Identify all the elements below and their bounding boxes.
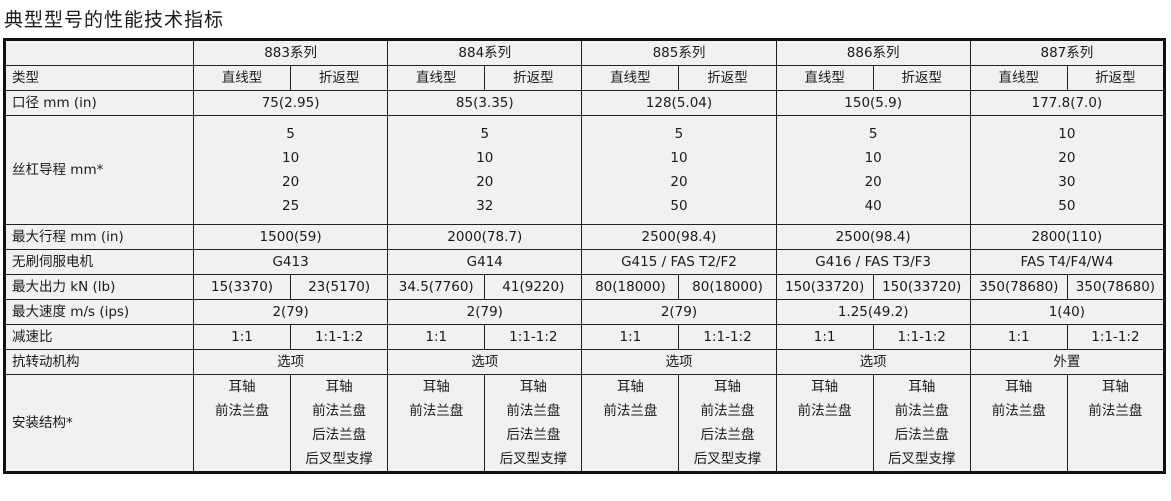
table-cell: 350(78680) [969, 274, 1068, 300]
row-label: 抗转动机构 [4, 349, 194, 375]
table-row: 无刷伺服电机 G413 G414 G415 / FAS T2/F2 G416 / FAS… [4, 249, 1166, 275]
table-cell: 2000(78.7) [387, 224, 583, 250]
table-cell: 5 10 20 32 [387, 115, 583, 225]
table-row: 安装结构* 耳轴 前法兰盘 耳轴 前法兰盘 后法兰盘 后叉型支撑 耳轴 前法兰盘 耳轴 … [4, 374, 1166, 473]
table-cell: 1(40) [969, 299, 1166, 325]
page-title: 典型型号的性能技术指标 [4, 9, 225, 31]
table-row: 丝杠导程 mm* 5 10 20 25 5 10 20 32 5 10 20 50 5 … [4, 115, 1166, 225]
series-header: 885系列 [581, 39, 777, 66]
table-cell: 350(78680) [1066, 274, 1166, 300]
row-label: 最大出力 kN (lb) [4, 274, 194, 300]
table-cell: 5 10 20 40 [775, 115, 971, 225]
table-cell: 1:1-1:2 [678, 324, 777, 350]
table-cell: 耳轴 前法兰盘 [1066, 374, 1166, 473]
table-cell: 直线型 [192, 65, 292, 91]
table-cell: G415 / FAS T2/F2 [581, 249, 777, 275]
table-row: 减速比 1:1 1:1-1:2 1:1 1:1-1:2 1:1 1:1-1:2 1:1 1:1-… [4, 324, 1166, 350]
table-cell: 2(79) [192, 299, 389, 325]
table-cell: 1:1 [775, 324, 874, 350]
table-cell: 1:1 [969, 324, 1068, 350]
table-cell: 折返型 [678, 65, 777, 91]
table-cell: 选项 [192, 349, 389, 375]
table-cell: 耳轴 前法兰盘 [387, 374, 486, 473]
table-cell: 34.5(7760) [387, 274, 486, 300]
series-header: 887系列 [969, 39, 1166, 66]
table-row: 最大行程 mm (in) 1500(59) 2000(78.7) 2500(98.4)… [4, 224, 1166, 250]
row-label: 无刷伺服电机 [4, 249, 194, 275]
row-label: 最大行程 mm (in) [4, 224, 194, 250]
table-cell: 折返型 [484, 65, 583, 91]
table-cell: 2500(98.4) [581, 224, 777, 250]
table-row: 最大速度 m/s (ips) 2(79) 2(79) 2(79) 1.25(49.2) 1… [4, 299, 1166, 325]
table-cell: 耳轴 前法兰盘 [969, 374, 1068, 473]
table-cell: 1:1 [192, 324, 292, 350]
table-header-row: 883系列 884系列 885系列 886系列 887系列 [4, 39, 1166, 66]
table-row: 口径 mm (in) 75(2.95) 85(3.35) 128(5.04) 150(5… [4, 90, 1166, 116]
table-row: 类型 直线型 折返型 直线型 折返型 直线型 折返型 直线型 折返型 直线型 折返型 [4, 65, 1166, 91]
table-cell: 1:1-1:2 [484, 324, 583, 350]
table-cell: G416 / FAS T3/F3 [775, 249, 971, 275]
table-cell: 2800(110) [969, 224, 1166, 250]
row-label: 类型 [4, 65, 194, 91]
table-cell: 85(3.35) [387, 90, 583, 116]
table-cell: 折返型 [872, 65, 971, 91]
table-cell: 1.25(49.2) [775, 299, 971, 325]
table-cell: 75(2.95) [192, 90, 389, 116]
table-cell: 选项 [387, 349, 583, 375]
row-label: 最大速度 m/s (ips) [4, 299, 194, 325]
table-cell: 直线型 [775, 65, 874, 91]
table-cell: G414 [387, 249, 583, 275]
table-cell: 177.8(7.0) [969, 90, 1166, 116]
table-cell: 1:1-1:2 [290, 324, 389, 350]
series-header: 883系列 [192, 39, 389, 66]
table-cell: 80(18000) [581, 274, 680, 300]
spec-table: 883系列 884系列 885系列 886系列 887系列 类型 直线型 折返型 直线型 折返型… [3, 38, 1166, 474]
table-cell: 2500(98.4) [775, 224, 971, 250]
table-cell: 150(33720) [775, 274, 874, 300]
table-cell: 直线型 [969, 65, 1068, 91]
series-header: 884系列 [387, 39, 583, 66]
table-cell: 5 10 20 50 [581, 115, 777, 225]
table-cell: 1:1 [581, 324, 680, 350]
table-cell: 1:1-1:2 [872, 324, 971, 350]
table-cell: FAS T4/F4/W4 [969, 249, 1166, 275]
table-cell: 15(3370) [192, 274, 292, 300]
table-cell: 1:1 [387, 324, 486, 350]
table-cell: 选项 [775, 349, 971, 375]
table-cell: 选项 [581, 349, 777, 375]
table-cell: 2(79) [581, 299, 777, 325]
table-cell: 耳轴 前法兰盘 后法兰盘 后叉型支撑 [484, 374, 583, 473]
row-label: 减速比 [4, 324, 194, 350]
table-cell: 耳轴 前法兰盘 后法兰盘 后叉型支撑 [678, 374, 777, 473]
row-label: 口径 mm (in) [4, 90, 194, 116]
row-label: 安装结构* [4, 374, 194, 473]
table-cell: 80(18000) [678, 274, 777, 300]
table-cell: 1:1-1:2 [1066, 324, 1166, 350]
table-cell: 折返型 [290, 65, 389, 91]
table-cell: 41(9220) [484, 274, 583, 300]
table-cell: 耳轴 前法兰盘 [192, 374, 292, 473]
table-cell: 耳轴 前法兰盘 后法兰盘 后叉型支撑 [872, 374, 971, 473]
table-cell: 23(5170) [290, 274, 389, 300]
row-label: 丝杠导程 mm* [4, 115, 194, 225]
corner-cell [4, 39, 194, 66]
table-cell: 150(33720) [872, 274, 971, 300]
table-row: 最大出力 kN (lb) 15(3370) 23(5170) 34.5(7760) 41… [4, 274, 1166, 300]
table-cell: 耳轴 前法兰盘 [775, 374, 874, 473]
table-cell: 折返型 [1066, 65, 1166, 91]
table-cell: 直线型 [581, 65, 680, 91]
series-header: 886系列 [775, 39, 971, 66]
table-row: 抗转动机构 选项 选项 选项 选项 外置 [4, 349, 1166, 375]
table-cell: 直线型 [387, 65, 486, 91]
table-cell: 128(5.04) [581, 90, 777, 116]
table-cell: 1500(59) [192, 224, 389, 250]
table-cell: 10 20 30 50 [969, 115, 1166, 225]
table-cell: 耳轴 前法兰盘 [581, 374, 680, 473]
table-cell: 2(79) [387, 299, 583, 325]
table-cell: G413 [192, 249, 389, 275]
table-cell: 外置 [969, 349, 1166, 375]
table-cell: 5 10 20 25 [192, 115, 389, 225]
table-cell: 耳轴 前法兰盘 后法兰盘 后叉型支撑 [290, 374, 389, 473]
table-cell: 150(5.9) [775, 90, 971, 116]
